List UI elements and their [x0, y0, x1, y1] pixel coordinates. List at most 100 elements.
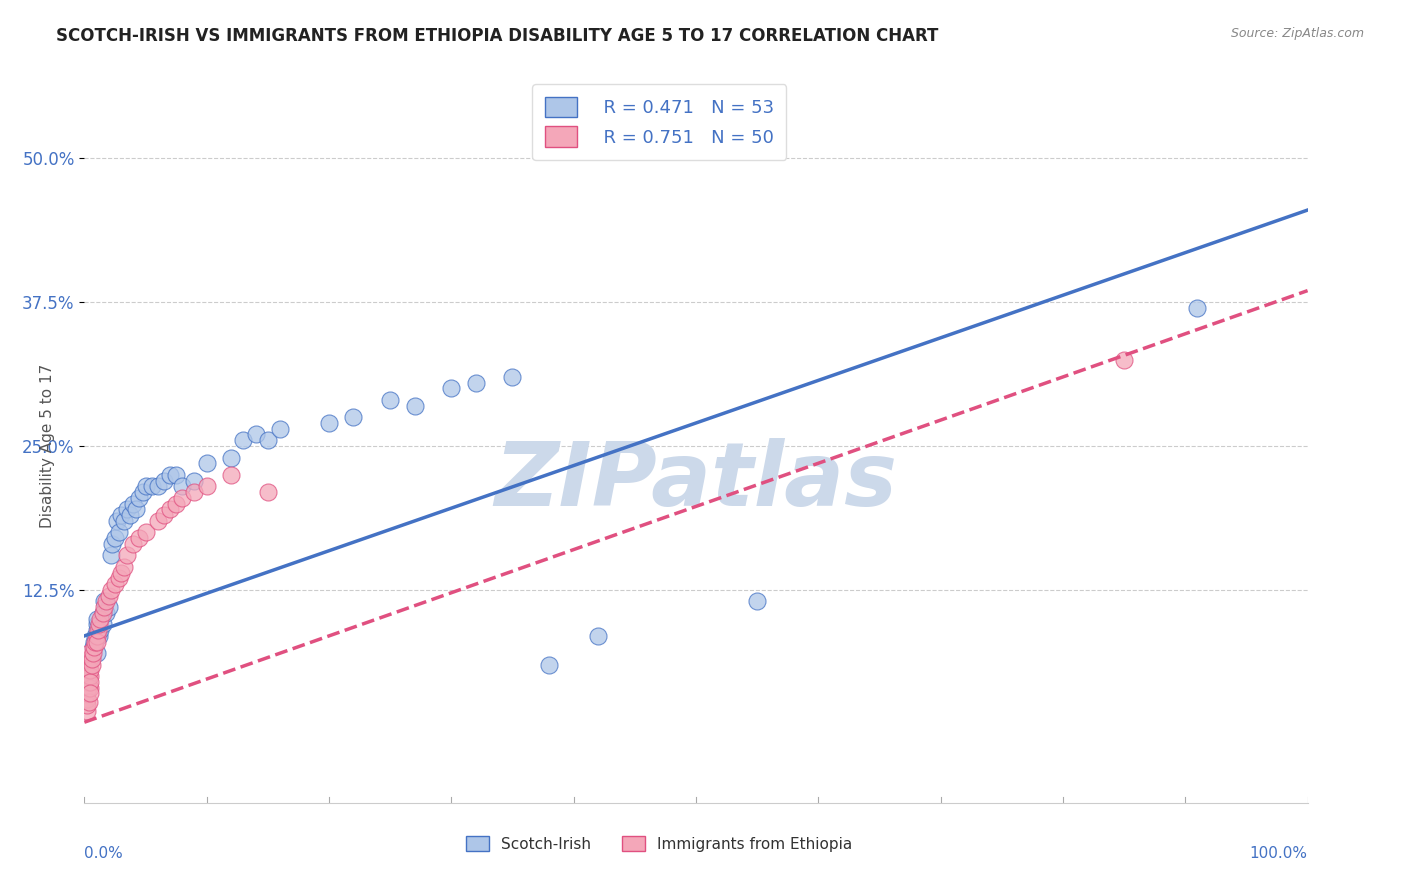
Point — [165, 467, 187, 482]
Point — [84, 634, 107, 648]
Point — [79, 681, 101, 695]
Point — [257, 485, 280, 500]
Point — [105, 514, 128, 528]
Point — [80, 652, 103, 666]
Point — [183, 474, 205, 488]
Point — [87, 617, 110, 632]
Point — [342, 410, 364, 425]
Point — [112, 559, 135, 574]
Point — [115, 549, 138, 563]
Point — [79, 652, 101, 666]
Point — [747, 594, 769, 608]
Point — [77, 664, 100, 678]
Text: 100.0%: 100.0% — [1250, 846, 1308, 861]
Point — [1114, 352, 1136, 367]
Point — [502, 370, 524, 384]
Point — [86, 646, 108, 660]
Point — [86, 634, 108, 648]
Point — [104, 531, 127, 545]
Point — [538, 657, 561, 672]
Point — [318, 416, 340, 430]
Point — [91, 606, 114, 620]
Point — [269, 422, 291, 436]
Point — [245, 427, 267, 442]
Point — [101, 537, 124, 551]
Point — [118, 508, 141, 522]
Point — [380, 392, 402, 407]
Point — [141, 479, 163, 493]
Point — [91, 606, 114, 620]
Point — [195, 456, 218, 470]
Point — [100, 582, 122, 597]
Point — [100, 549, 122, 563]
Point — [153, 508, 176, 522]
Point — [96, 606, 118, 620]
Point — [132, 485, 155, 500]
Point — [76, 698, 98, 712]
Point — [115, 502, 138, 516]
Point — [97, 589, 120, 603]
Point — [93, 594, 115, 608]
Point — [112, 514, 135, 528]
Point — [146, 514, 169, 528]
Point — [79, 669, 101, 683]
Point — [135, 479, 157, 493]
Point — [172, 479, 194, 493]
Point — [153, 474, 176, 488]
Point — [122, 497, 145, 511]
Point — [87, 629, 110, 643]
Point — [159, 467, 181, 482]
Point — [97, 600, 120, 615]
Point — [159, 502, 181, 516]
Point — [80, 657, 103, 672]
Point — [107, 571, 129, 585]
Point — [586, 629, 609, 643]
Point — [128, 491, 150, 505]
Point — [464, 376, 486, 390]
Point — [183, 485, 205, 500]
Point — [404, 399, 426, 413]
Point — [232, 434, 254, 448]
Point — [219, 467, 242, 482]
Point — [89, 623, 111, 637]
Point — [96, 594, 118, 608]
Point — [77, 669, 100, 683]
Point — [79, 664, 101, 678]
Point — [83, 640, 105, 655]
Text: ZIPatlas: ZIPatlas — [495, 438, 897, 525]
Point — [195, 479, 218, 493]
Point — [89, 612, 111, 626]
Point — [165, 497, 187, 511]
Point — [79, 686, 101, 700]
Legend: Scotch-Irish, Immigrants from Ethiopia: Scotch-Irish, Immigrants from Ethiopia — [458, 828, 860, 859]
Point — [135, 525, 157, 540]
Point — [77, 657, 100, 672]
Point — [87, 623, 110, 637]
Point — [83, 634, 105, 648]
Point — [82, 640, 104, 655]
Point — [110, 566, 132, 580]
Point — [86, 629, 108, 643]
Point — [146, 479, 169, 493]
Point — [76, 686, 98, 700]
Point — [257, 434, 280, 448]
Point — [77, 675, 100, 690]
Point — [76, 692, 98, 706]
Point — [76, 704, 98, 718]
Point — [104, 577, 127, 591]
Point — [86, 612, 108, 626]
Point — [77, 646, 100, 660]
Point — [93, 600, 115, 615]
Text: SCOTCH-IRISH VS IMMIGRANTS FROM ETHIOPIA DISABILITY AGE 5 TO 17 CORRELATION CHAR: SCOTCH-IRISH VS IMMIGRANTS FROM ETHIOPIA… — [56, 27, 939, 45]
Point — [440, 381, 463, 395]
Point — [107, 525, 129, 540]
Point — [77, 694, 100, 708]
Point — [84, 629, 107, 643]
Point — [77, 681, 100, 695]
Point — [122, 537, 145, 551]
Point — [125, 502, 148, 516]
Point — [219, 450, 242, 465]
Point — [91, 617, 114, 632]
Text: Source: ZipAtlas.com: Source: ZipAtlas.com — [1230, 27, 1364, 40]
Point — [82, 646, 104, 660]
